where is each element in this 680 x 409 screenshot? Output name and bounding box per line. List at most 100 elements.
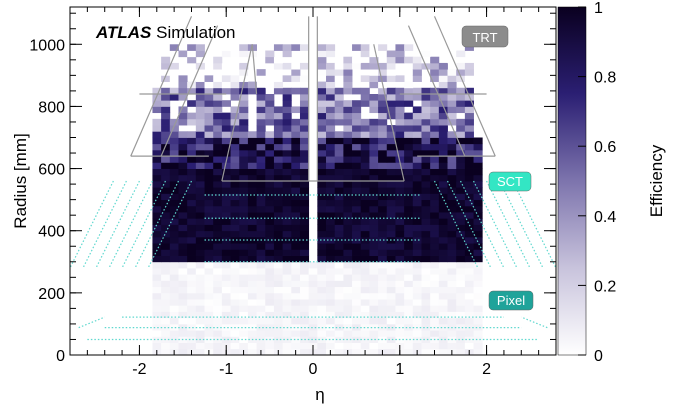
heatmap-cell (257, 299, 266, 306)
heatmap-cell (404, 125, 413, 132)
heatmap-cell (352, 187, 361, 194)
heatmap-cell (196, 100, 205, 107)
heatmap-cell (474, 324, 483, 331)
heatmap-cell (170, 343, 179, 350)
heatmap-cell (439, 218, 448, 225)
heatmap-cell (439, 212, 448, 219)
heatmap-cell (448, 330, 457, 337)
heatmap-cell (239, 119, 248, 126)
heatmap-cell (465, 262, 474, 269)
heatmap-cell (439, 262, 448, 269)
heatmap-cell (213, 181, 222, 188)
heatmap-cell (239, 100, 248, 107)
heatmap-cell (413, 262, 422, 269)
heatmap-cell (439, 69, 448, 76)
heatmap-cell (421, 113, 430, 120)
heatmap-cell (387, 162, 396, 169)
heatmap-cell (404, 44, 413, 51)
heatmap-cell (178, 75, 187, 82)
heatmap-cell (161, 100, 170, 107)
heatmap-cell (231, 262, 240, 269)
heatmap-cell (222, 206, 231, 213)
heatmap-cell (369, 274, 378, 281)
heatmap-cell (231, 225, 240, 232)
heatmap-cell (317, 63, 326, 70)
heatmap-cell (170, 162, 179, 169)
heatmap-cell (187, 330, 196, 337)
heatmap-cell (161, 299, 170, 306)
heatmap-cell (178, 169, 187, 176)
heatmap-cell (439, 293, 448, 300)
heatmap-cell (291, 106, 300, 113)
heatmap-cell (274, 156, 283, 163)
heatmap-cell (178, 162, 187, 169)
heatmap-cell (283, 231, 292, 238)
heatmap-cell (352, 106, 361, 113)
heatmap-cell (231, 206, 240, 213)
heatmap-cell (265, 274, 274, 281)
heatmap-cell (335, 299, 344, 306)
heatmap-cell (222, 75, 231, 82)
chart-title: ATLAS Simulation (95, 23, 236, 42)
heatmap-cell (439, 256, 448, 263)
heatmap-cell (213, 274, 222, 281)
heatmap-cell (196, 138, 205, 145)
heatmap-cell (317, 138, 326, 145)
heatmap-cell (474, 162, 483, 169)
heatmap-cell (283, 243, 292, 250)
heatmap-cell (178, 212, 187, 219)
heatmap-cell (474, 169, 483, 176)
heatmap-cell (369, 287, 378, 294)
heatmap-cell (231, 144, 240, 151)
z-tick-label: 0.4 (594, 209, 616, 226)
heatmap-cell (309, 324, 318, 331)
heatmap-cell (421, 206, 430, 213)
heatmap-cell (361, 94, 370, 101)
heatmap-cell (404, 181, 413, 188)
heatmap-cell (387, 150, 396, 157)
heatmap-cell (222, 131, 231, 138)
heatmap-cell (404, 299, 413, 306)
heatmap-cell (222, 305, 231, 312)
heatmap-cell (161, 156, 170, 163)
heatmap-cell (205, 318, 214, 325)
heatmap-cell (248, 256, 257, 263)
heatmap-cell (326, 82, 335, 89)
heatmap-cell (291, 268, 300, 275)
heatmap-cell (378, 305, 387, 312)
heatmap-cell (413, 125, 422, 132)
heatmap-cell (274, 225, 283, 232)
heatmap-cell (430, 138, 439, 145)
heatmap-cell (361, 131, 370, 138)
heatmap-cell (361, 218, 370, 225)
heatmap-cell (239, 206, 248, 213)
heatmap-cell (421, 305, 430, 312)
x-tick-label: -1 (219, 361, 233, 378)
heatmap-cell (231, 280, 240, 287)
heatmap-cell (152, 287, 161, 294)
heatmap-cell (274, 63, 283, 70)
heatmap-cell (326, 138, 335, 145)
x-tick-label: 0 (309, 361, 318, 378)
heatmap-cell (378, 125, 387, 132)
heatmap-cell (274, 330, 283, 337)
heatmap-cell (413, 287, 422, 294)
heatmap-cell (257, 293, 266, 300)
heatmap-cell (196, 44, 205, 51)
heatmap-cell (413, 106, 422, 113)
heatmap-cell (430, 299, 439, 306)
heatmap-cell (343, 131, 352, 138)
heatmap-cell (161, 243, 170, 250)
y-tick-label: 200 (38, 286, 65, 303)
heatmap-cell (265, 318, 274, 325)
heatmap-cell (231, 274, 240, 281)
heatmap-cell (231, 218, 240, 225)
heatmap-cell (222, 119, 231, 126)
heatmap-cell (369, 144, 378, 151)
heatmap-cell (257, 119, 266, 126)
heatmap-cell (205, 144, 214, 151)
heatmap-cell (187, 218, 196, 225)
heatmap-cell (369, 100, 378, 107)
heatmap-cell (317, 181, 326, 188)
heatmap-cell (343, 187, 352, 194)
